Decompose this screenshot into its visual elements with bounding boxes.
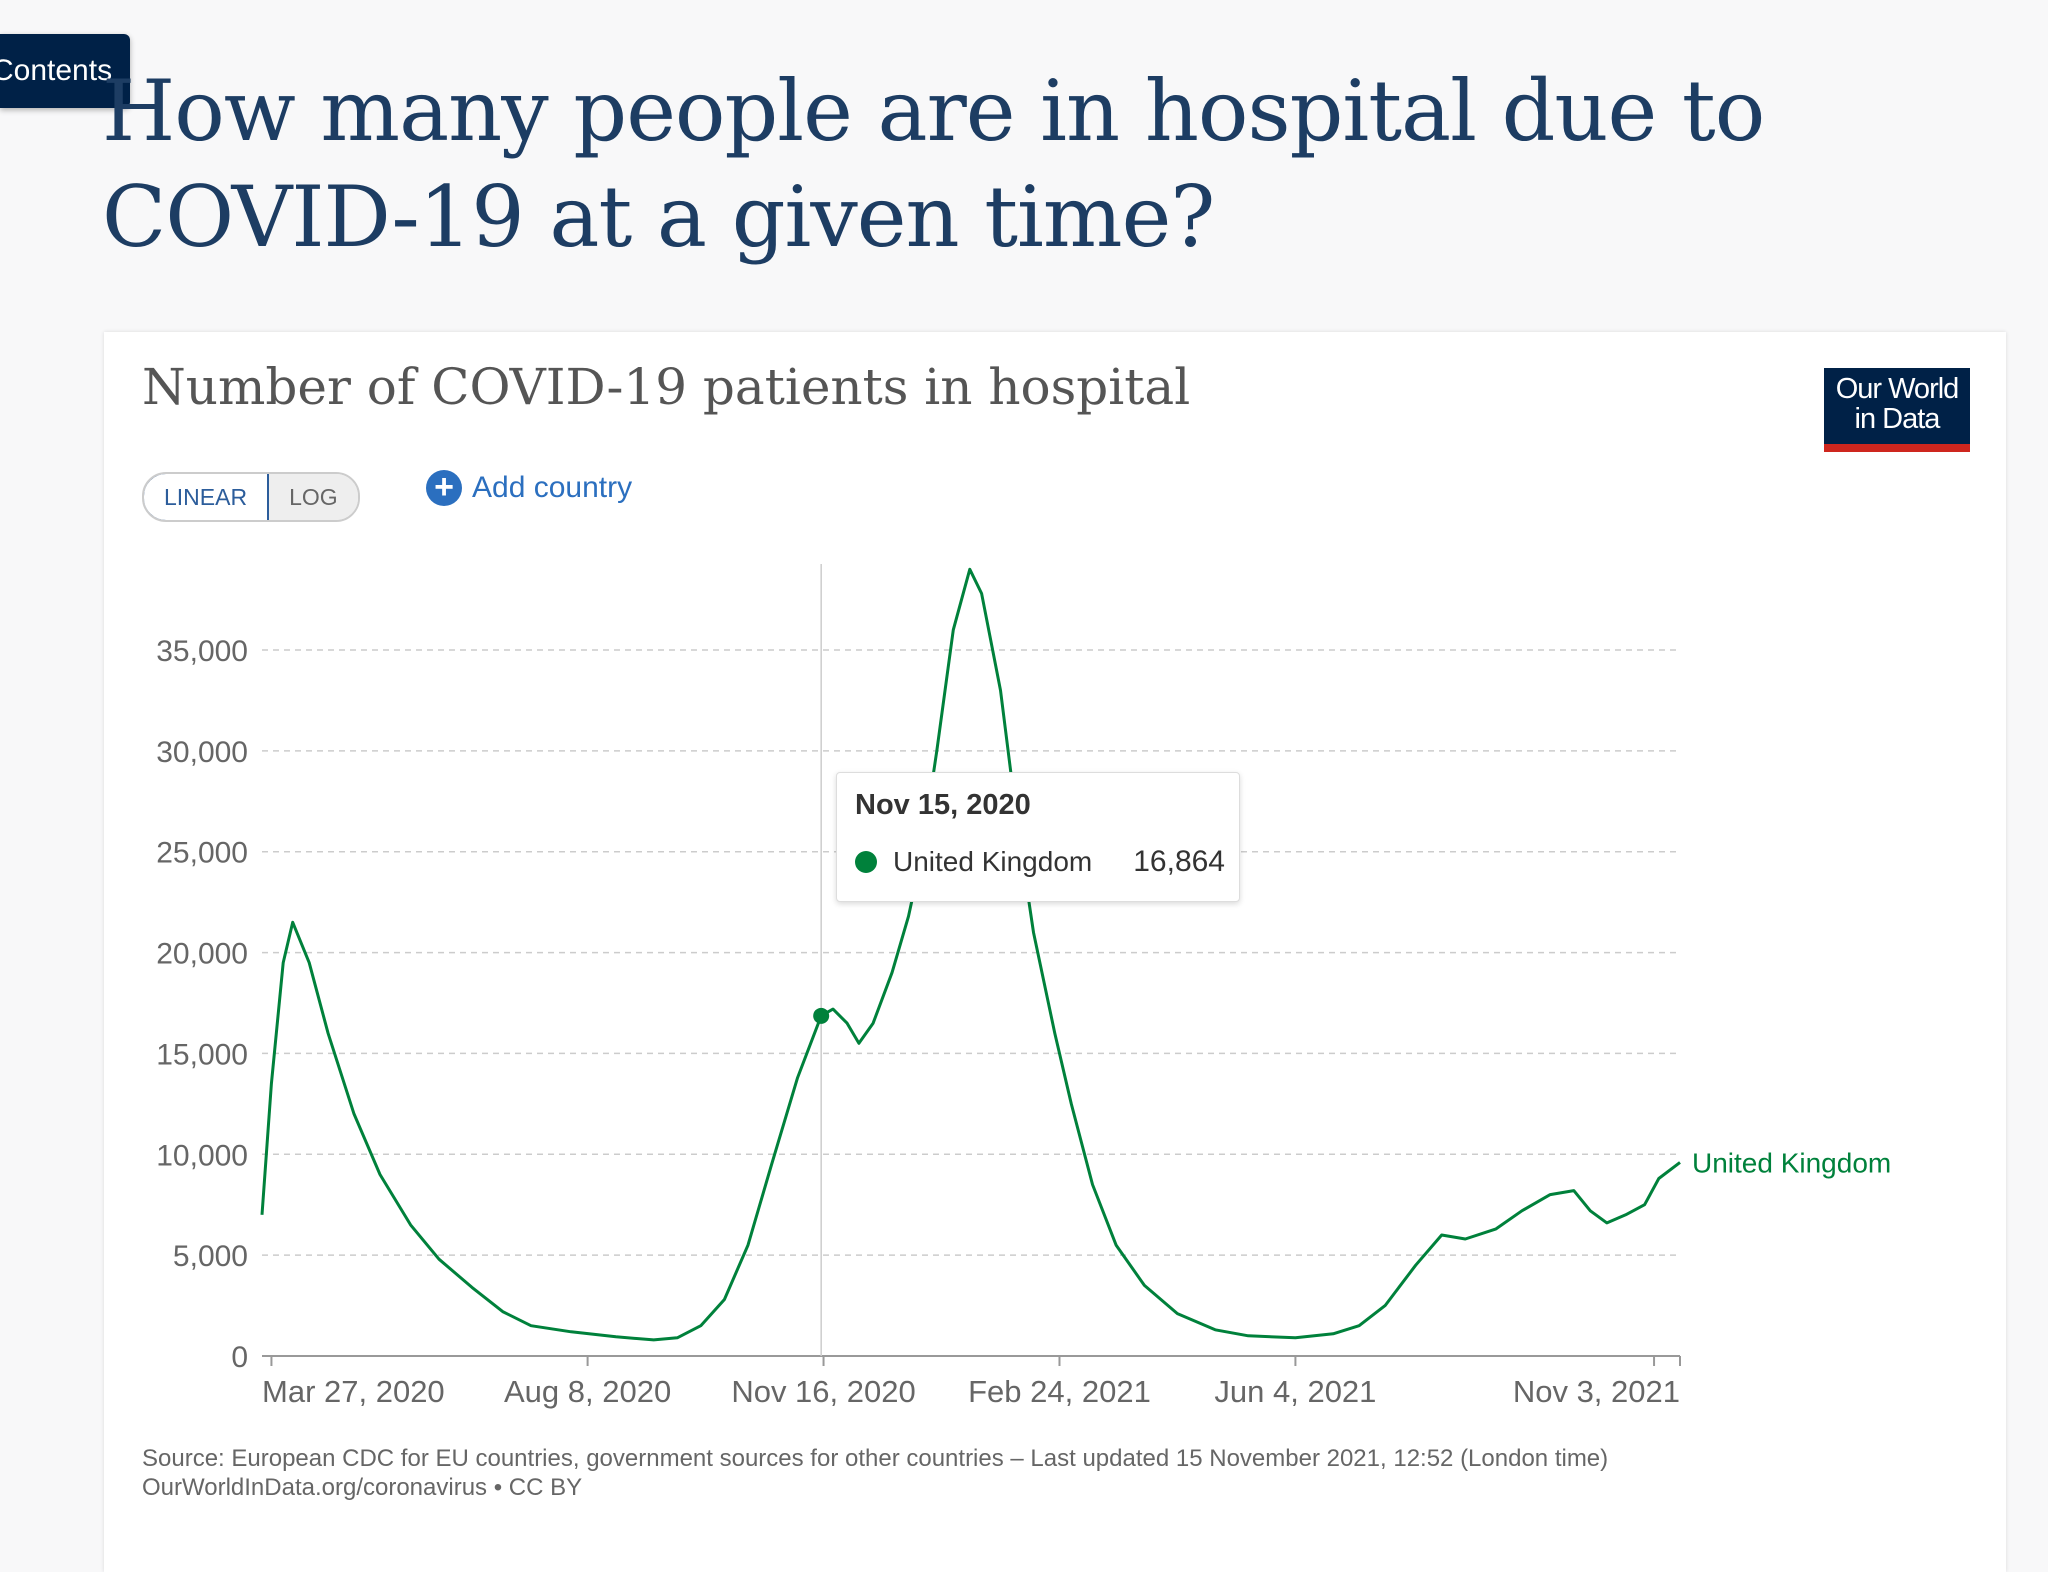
scale-toggle: LINEAR LOG [142, 472, 360, 522]
x-tick-label: Jun 4, 2021 [1214, 1374, 1376, 1409]
toc-button[interactable]: Contents [0, 34, 130, 108]
logo-line-1: Our World [1835, 373, 1960, 405]
license-line: OurWorldInData.org/coronavirus • CC BY [142, 1474, 583, 1501]
y-tick-label: 35,000 [156, 635, 248, 668]
source-line: Source: European CDC for EU countries, g… [142, 1445, 1609, 1472]
highlight-point [813, 1007, 830, 1024]
logo-line-2: in Data [1854, 403, 1941, 435]
tooltip-value: 16,864 [1133, 845, 1225, 878]
y-tick-label: 0 [231, 1341, 248, 1374]
tooltip: Nov 15, 2020 United Kingdom 16,864 [836, 772, 1240, 902]
tooltip-row: United Kingdom 16,864 [855, 845, 1225, 879]
line-chart[interactable]: 0 5,000 10,000 15,000 20,000 25,000 30,000 35,0… [104, 332, 2006, 1432]
x-tick-label: Aug 8, 2020 [504, 1374, 671, 1409]
tooltip-date: Nov 15, 2020 [855, 789, 1031, 821]
sources-footer: Source: European CDC for EU countries, g… [142, 1444, 1608, 1502]
tooltip-entity: United Kingdom [893, 846, 1093, 877]
scale-linear-button[interactable]: LINEAR [143, 474, 270, 520]
x-tick-label: Feb 24, 2021 [968, 1374, 1151, 1409]
add-country-label: Add country [472, 471, 633, 504]
y-tick-label: 15,000 [156, 1038, 248, 1071]
y-tick-label: 20,000 [156, 938, 248, 971]
series-line-united-kingdom [260, 567, 1681, 1342]
add-country-button[interactable]: + Add country [426, 470, 632, 506]
tooltip-series-dot [855, 851, 877, 873]
y-tick-label: 30,000 [156, 736, 248, 769]
plus-icon: + [426, 470, 462, 506]
x-tick-label: Nov 16, 2020 [731, 1374, 915, 1409]
y-tick-label: 10,000 [156, 1139, 248, 1172]
page-title: How many people are in hospital due to C… [102, 62, 1765, 266]
y-tick-label: 5,000 [173, 1240, 248, 1273]
series-label: United Kingdom [1692, 1147, 1891, 1178]
scale-log-button[interactable]: LOG [269, 474, 358, 520]
chart-card: Number of COVID-19 patients in hospital … [104, 332, 2006, 1572]
x-tick-label: Mar 27, 2020 [262, 1374, 445, 1409]
x-tick-label: Nov 3, 2021 [1513, 1374, 1680, 1409]
y-tick-label: 25,000 [156, 837, 248, 870]
chart-title: Number of COVID-19 patients in hospital [142, 358, 1191, 416]
owid-logo[interactable]: Our World in Data [1824, 368, 1970, 452]
